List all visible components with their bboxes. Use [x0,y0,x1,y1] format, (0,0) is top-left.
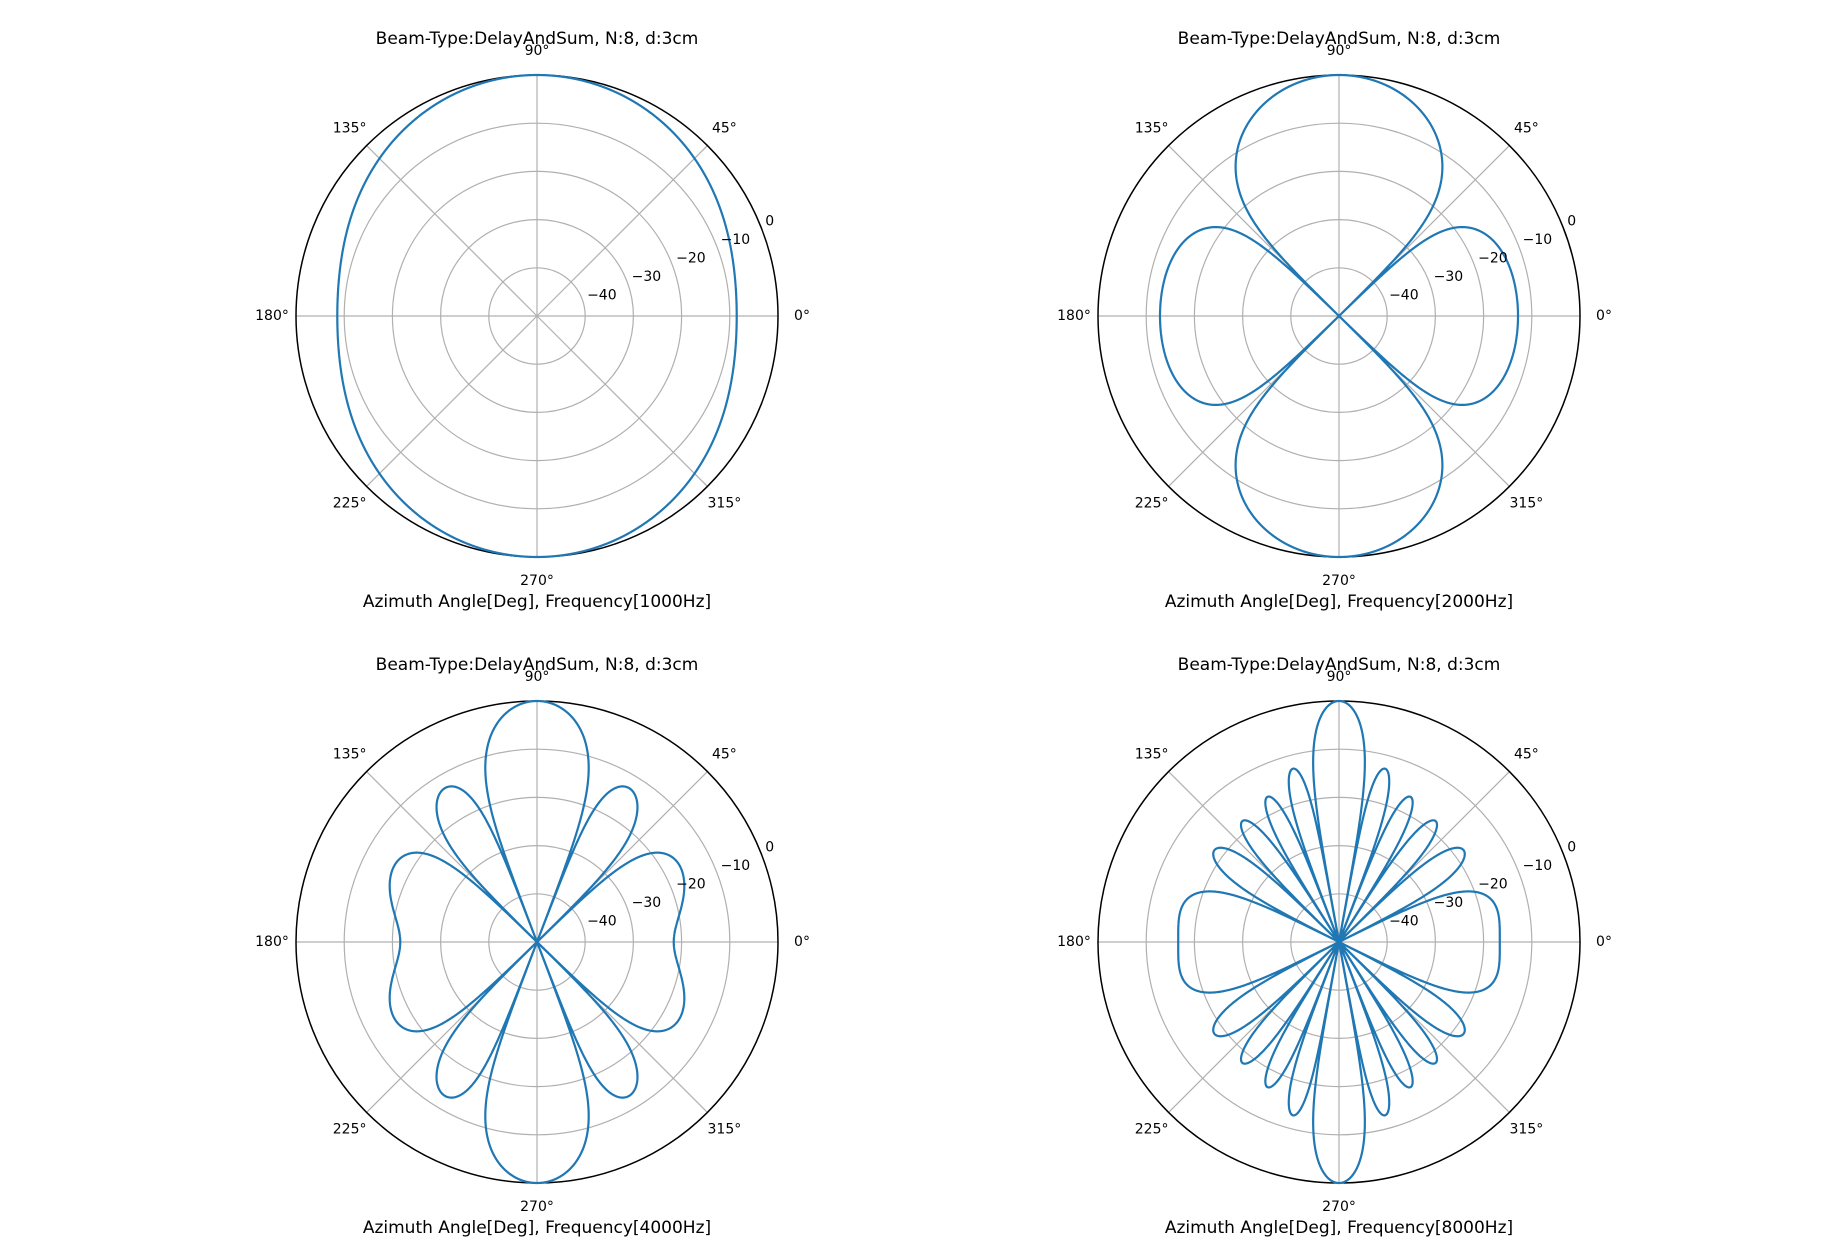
radial-tick-label: −20 [676,250,706,266]
radial-tick-label: 0 [765,213,774,229]
angle-tick-label: 270° [1322,573,1356,589]
radial-tick-label: −20 [1478,876,1508,892]
radial-tick-label: −30 [632,269,662,285]
angle-tick-label: 90° [525,669,550,685]
radial-tick-label: −30 [632,895,662,911]
angle-tick-label: 315° [708,1121,742,1137]
angle-tick-label: 0° [1596,308,1612,324]
angle-tick-label: 315° [1510,495,1544,511]
angle-tick-label: 180° [1057,308,1091,324]
polar-chart-1: 0° 45° 90° 135° 180° 225° 270° 315° −40 −30 −20 −10… [255,29,810,612]
angle-tick-label: 180° [255,934,289,950]
radial-tick-label: −30 [1434,269,1464,285]
angle-tick-label: 180° [1057,934,1091,950]
chart-xlabel: Azimuth Angle[Deg], Frequency[4000Hz] [363,1218,711,1238]
radial-tick-label: −40 [1389,287,1419,303]
beam-pattern-line [388,699,686,1185]
radial-tick-label: −40 [587,287,617,303]
angle-tick-label: 180° [255,308,289,324]
angle-tick-label: 225° [1135,495,1169,511]
radial-tick-label: 0 [1567,213,1576,229]
angle-tick-label: 135° [1135,747,1169,763]
angle-tick-label: 135° [333,121,367,137]
chart-title: Beam-Type:DelayAndSum, N:8, d:3cm [1178,655,1501,675]
radial-tick-label: −30 [1434,895,1464,911]
angle-tick-label: 225° [1135,1121,1169,1137]
angle-tick-label: 0° [1596,934,1612,950]
angle-tick-label: 315° [708,495,742,511]
angle-tick-label: 45° [1514,121,1539,137]
chart-xlabel: Azimuth Angle[Deg], Frequency[1000Hz] [363,592,711,612]
angle-tick-label: 45° [712,121,737,137]
angle-tick-label: 270° [520,573,554,589]
angular-gridline [536,315,708,487]
chart-xlabel: Azimuth Angle[Deg], Frequency[2000Hz] [1165,592,1513,612]
angle-tick-label: 90° [1327,43,1352,59]
beam-pattern-line [1177,699,1501,1185]
angle-tick-label: 225° [333,495,367,511]
angle-tick-label: 45° [1514,747,1539,763]
angular-gridline [366,145,538,317]
angle-tick-label: 315° [1510,1121,1544,1137]
beam-pattern-line [336,73,738,559]
chart-title: Beam-Type:DelayAndSum, N:8, d:3cm [376,655,699,675]
polar-chart-3: 0° 45° 90° 135° 180° 225° 270° 315° −40 −30 −20 −10… [255,655,810,1238]
angle-tick-label: 270° [520,1199,554,1215]
beam-pattern-line [1158,73,1520,559]
radial-tick-label: 0 [765,839,774,855]
polar-chart-4: 0° 45° 90° 135° 180° 225° 270° 315° −40 −30 −20 −10… [1057,655,1612,1238]
polar-chart-2: 0° 45° 90° 135° 180° 225° 270° 315° −40 −30 −20 −10… [1057,29,1612,612]
radial-tick-label: −20 [1478,250,1508,266]
radial-tick-label: −20 [676,876,706,892]
radial-tick-label: −10 [1523,232,1553,248]
angular-gridline [366,315,538,487]
angle-tick-label: 90° [525,43,550,59]
chart-title: Beam-Type:DelayAndSum, N:8, d:3cm [376,29,699,49]
angular-gridline [536,145,708,317]
angle-tick-label: 0° [794,308,810,324]
angle-tick-label: 90° [1327,669,1352,685]
angle-tick-label: 135° [1135,121,1169,137]
radial-tick-label: −40 [1389,913,1419,929]
radial-tick-label: −10 [721,858,751,874]
radial-tick-label: −10 [721,232,751,248]
angle-tick-label: 135° [333,747,367,763]
chart-title: Beam-Type:DelayAndSum, N:8, d:3cm [1178,29,1501,49]
chart-xlabel: Azimuth Angle[Deg], Frequency[8000Hz] [1165,1218,1513,1238]
radial-tick-label: −40 [587,913,617,929]
angle-tick-label: 0° [794,934,810,950]
angle-tick-label: 225° [333,1121,367,1137]
angle-tick-label: 270° [1322,1199,1356,1215]
radial-tick-label: −10 [1523,858,1553,874]
radial-tick-label: 0 [1567,839,1576,855]
angle-tick-label: 45° [712,747,737,763]
